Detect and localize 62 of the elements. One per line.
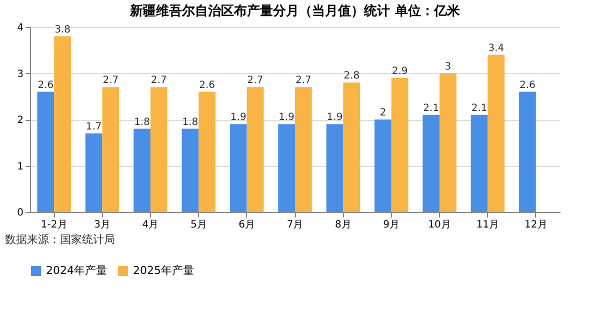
data-label: 2.1 <box>423 102 440 114</box>
bar <box>295 87 312 212</box>
data-label: 2.6 <box>199 80 216 91</box>
x-tick-label: 3月 <box>94 220 110 230</box>
data-label: 3 <box>444 61 452 72</box>
bar <box>198 92 216 212</box>
source-note: 数据来源：国家统计局 <box>5 233 115 246</box>
bar <box>150 87 168 212</box>
data-label: 2.7 <box>150 75 167 86</box>
bar <box>391 78 408 212</box>
y-tick-label: 0 <box>17 208 24 218</box>
bar <box>374 120 392 212</box>
data-label: 2.7 <box>295 75 312 86</box>
x-tick-label: 1-2月 <box>40 220 68 230</box>
bar <box>37 92 54 212</box>
y-tick-label: 4 <box>17 22 24 34</box>
data-label: 1.9 <box>230 112 246 124</box>
chart-title: 新疆维吾尔自治区布产量分月（当月值）统计 单位：亿米 <box>129 3 461 19</box>
y-tick-label: 3 <box>17 68 24 80</box>
bar <box>488 54 505 212</box>
x-tick-label: 9月 <box>383 220 400 230</box>
bar <box>519 92 536 212</box>
data-label: 2.8 <box>344 70 360 82</box>
data-label: 2.1 <box>471 102 488 114</box>
data-label: 3.8 <box>54 24 70 36</box>
data-label: 2.7 <box>102 75 119 86</box>
data-label: 2.6 <box>520 80 536 91</box>
data-label: 3.4 <box>488 42 504 54</box>
bar <box>54 36 71 212</box>
data-label: 2.9 <box>392 66 408 77</box>
bar <box>85 133 102 212</box>
data-label: 1.8 <box>134 116 150 128</box>
data-label: 1.7 <box>86 121 102 132</box>
bar <box>230 124 247 212</box>
bar <box>182 128 199 212</box>
bar <box>246 87 264 212</box>
y-tick-label: 2 <box>17 115 24 126</box>
legend-label: 2024年产量 <box>46 264 107 277</box>
data-label: 1.9 <box>278 112 295 124</box>
y-tick-label: 1 <box>17 161 24 172</box>
x-tick-label: 7月 <box>286 220 304 230</box>
data-label: 2 <box>380 108 386 118</box>
legend-label: 2025年产量 <box>133 264 194 277</box>
x-tick-label: 5月 <box>190 220 207 230</box>
bar <box>422 114 440 212</box>
x-tick-label: 12月 <box>524 220 548 230</box>
data-label: 2.7 <box>247 75 264 86</box>
bar <box>470 114 488 212</box>
x-tick-label: 11月 <box>476 220 500 230</box>
x-tick-label: 10月 <box>428 220 451 230</box>
x-tick-label: 4月 <box>142 220 159 230</box>
data-label: 1.9 <box>326 112 343 124</box>
data-label: 2.6 <box>38 80 54 91</box>
bar <box>102 87 120 212</box>
x-tick-label: 6月 <box>238 220 256 230</box>
data-label: 1.8 <box>182 116 198 128</box>
bar <box>440 73 456 212</box>
bar <box>343 82 360 212</box>
bar <box>326 124 344 212</box>
bar <box>134 128 150 212</box>
bar <box>278 124 295 212</box>
x-tick-label: 8月 <box>334 220 352 230</box>
